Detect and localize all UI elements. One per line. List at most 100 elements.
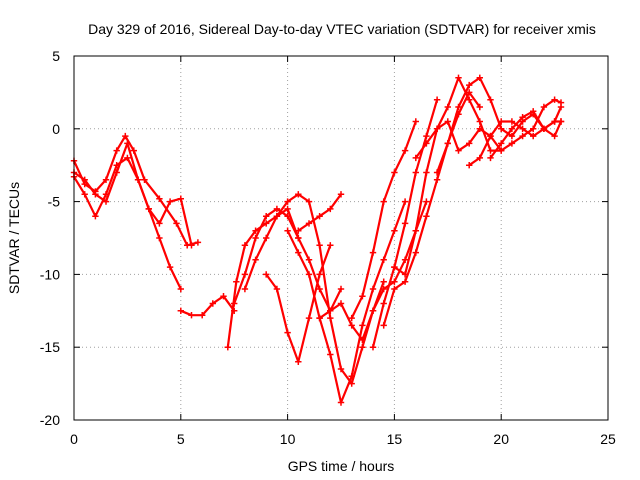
series-11 [295,191,345,234]
data-point [476,103,483,111]
data-point [391,278,398,285]
data-point [401,271,409,278]
data-point [530,125,537,132]
data-point [130,147,137,154]
data-point [401,220,409,227]
data-point [391,285,398,293]
data-point [327,242,334,249]
data-point [273,213,281,220]
series-10 [316,198,430,344]
series-line [72,156,182,291]
data-point [231,300,238,307]
y-tick-label: -20 [40,412,60,428]
data-point [194,239,202,246]
y-tick-label: -5 [48,194,61,210]
data-point [199,312,206,319]
data-point [540,103,548,111]
data-point [124,154,131,162]
data-point [241,285,249,293]
series-19 [487,108,565,162]
data-point [145,205,152,213]
data-point [412,227,419,234]
data-point [557,103,565,111]
data-point [476,74,483,81]
data-point [540,125,548,132]
series-line [286,200,407,404]
data-point [401,147,409,154]
data-point [369,249,377,256]
data-point [519,132,526,140]
series-8 [263,242,334,365]
data-point [401,198,409,205]
data-point [423,132,430,140]
data-point [316,213,323,220]
data-point [295,191,302,198]
series-line [318,200,428,341]
data-point [327,351,334,358]
data-point [327,205,334,213]
data-point [487,132,494,140]
plot-frame [73,55,609,421]
series-layer [70,74,565,406]
data-point [337,285,345,293]
data-point [316,314,323,322]
x-tick-label: 0 [70,431,78,447]
data-point [284,227,291,234]
y-axis-label: SDTVAR / TECUs [6,182,22,294]
chart-title: Day 329 of 2016, Sidereal Day-to-day VTE… [88,21,596,37]
series-line [382,91,481,327]
data-point [455,103,462,111]
data-point [476,154,483,162]
data-point [359,322,366,329]
data-point [412,118,419,125]
series-3 [70,140,195,249]
data-point [401,256,409,263]
data-point [359,293,366,300]
data-point [166,263,174,271]
data-point [177,195,184,202]
data-point [508,118,516,125]
series-line [179,295,236,317]
data-point [444,140,451,147]
data-point [530,132,537,140]
x-tick-label: 5 [177,431,185,447]
data-point [209,300,216,307]
data-point [177,307,184,314]
data-point [369,344,377,351]
data-point [295,358,302,365]
data-point [476,118,483,125]
data-point [263,234,270,242]
data-point [487,147,494,154]
data-point [284,213,291,220]
data-point [423,213,430,220]
data-point [156,195,163,202]
data-point [466,81,473,89]
data-point [551,132,558,140]
data-point [412,154,419,162]
data-point [81,191,88,198]
data-point [519,114,526,121]
data-point [102,176,110,183]
data-point [92,213,99,220]
data-point [455,74,462,81]
data-point [327,307,334,314]
data-point [188,312,195,319]
data-point [466,96,473,103]
data-point [487,154,494,162]
data-point [252,227,259,234]
y-tick-label: 0 [52,121,60,137]
series-line [468,120,563,167]
data-point [380,198,387,205]
data-point [444,118,451,125]
x-tick-label: 15 [387,431,403,447]
data-point [433,96,441,103]
series-line [489,110,563,159]
data-point [508,140,516,147]
data-point [122,132,129,140]
data-point [423,198,430,205]
data-point [327,314,334,322]
data-point [337,365,345,373]
data-point [508,132,516,140]
y-tick-label: -15 [40,339,60,355]
data-point [476,125,483,132]
